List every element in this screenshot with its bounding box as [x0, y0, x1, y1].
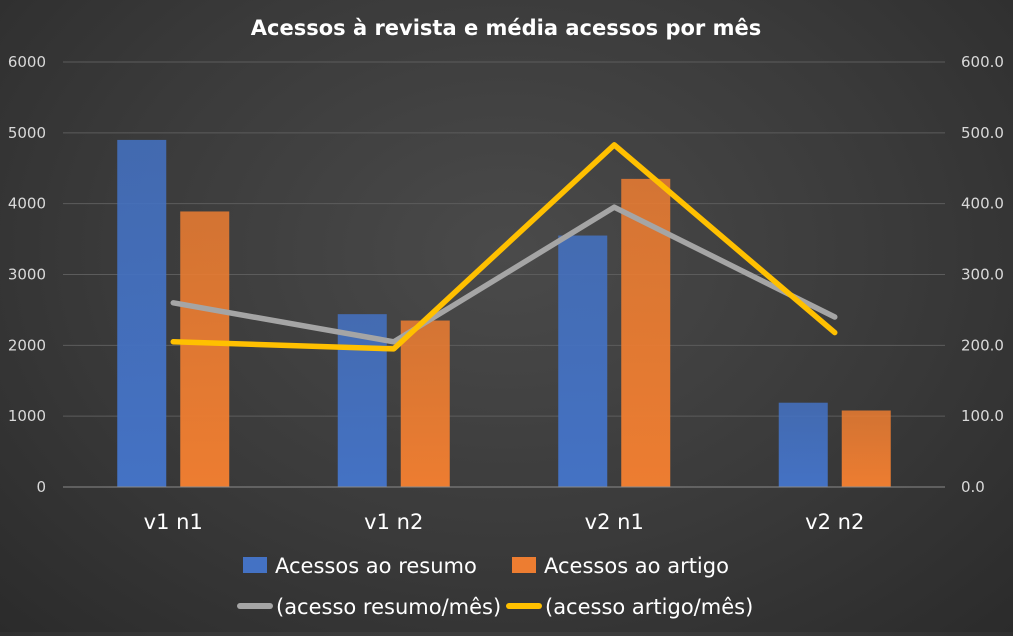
x-tick-label: v1 n1: [144, 510, 203, 534]
legend: Acessos ao resumo Acessos ao artigo (acess…: [237, 554, 753, 619]
x-tick-label: v2 n1: [585, 510, 644, 534]
y-right-tick-label: 500.0: [961, 124, 1004, 142]
bar-resumo: [337, 314, 387, 487]
y-right-tick-label: 600.0: [961, 53, 1004, 71]
line-series: [170, 142, 838, 352]
bar-resumo: [778, 402, 828, 487]
legend-label: (acesso resumo/mês): [276, 595, 501, 619]
y-right-tick-label: 0.0: [961, 478, 985, 496]
y-left-tick-label: 1000: [8, 407, 46, 425]
y-left-tick-label: 5000: [8, 124, 46, 142]
y-left-tick-label: 6000: [8, 53, 46, 71]
y-right-tick-label: 300.0: [961, 266, 1004, 284]
line-resumo-mes: [170, 204, 838, 345]
line-artigo-mes: [170, 142, 838, 352]
chart-title: Acessos à revista e média acessos por mê…: [251, 16, 761, 40]
legend-label: (acesso artigo/mês): [545, 595, 753, 619]
axes: 0 0.0 1000 100.0 2000 200.0 3000 300.0 4000 400.0…: [8, 53, 1004, 534]
y-right-tick-label: 100.0: [961, 407, 1004, 425]
y-right-tick-label: 400.0: [961, 195, 1004, 213]
y-right-tick-label: 200.0: [961, 336, 1004, 354]
bar-artigo: [841, 410, 891, 487]
bar-artigo: [180, 211, 230, 488]
bar-artigo: [400, 320, 450, 487]
x-tick-label: v2 n2: [805, 510, 864, 534]
bar-resumo: [558, 235, 608, 487]
y-left-tick-label: 2000: [8, 336, 46, 354]
legend-label: Acessos ao resumo: [275, 554, 477, 578]
y-left-tick-label: 4000: [8, 195, 46, 213]
bar-resumo: [117, 139, 167, 487]
y-left-tick-label: 0: [36, 478, 46, 496]
x-tick-label: v1 n2: [364, 510, 423, 534]
y-left-tick-label: 3000: [8, 266, 46, 284]
legend-swatch: [512, 557, 536, 573]
legend-swatch: [243, 557, 267, 573]
legend-label: Acessos ao artigo: [544, 554, 729, 578]
